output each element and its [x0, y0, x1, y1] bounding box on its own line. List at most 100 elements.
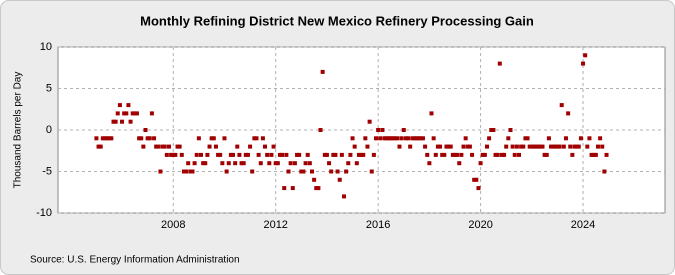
point	[252, 136, 257, 141]
point	[410, 136, 415, 141]
point	[213, 144, 218, 149]
point	[542, 152, 547, 157]
point	[243, 152, 248, 157]
point	[260, 136, 265, 141]
point	[233, 161, 238, 166]
point	[324, 152, 329, 157]
point	[474, 177, 479, 182]
point	[162, 144, 167, 149]
point	[514, 144, 519, 149]
point	[512, 152, 517, 157]
point	[124, 111, 129, 116]
point	[271, 144, 276, 149]
point	[465, 144, 470, 149]
point	[171, 152, 176, 157]
point	[455, 152, 460, 157]
chart-title: Monthly Refining District New Mexico Ref…	[140, 13, 534, 28]
point	[591, 152, 596, 157]
point	[128, 119, 133, 124]
point	[145, 136, 150, 141]
point	[342, 194, 347, 199]
point	[359, 152, 364, 157]
point	[557, 144, 562, 149]
point	[504, 144, 509, 149]
point	[164, 152, 169, 157]
point	[461, 144, 466, 149]
point	[517, 152, 522, 157]
point	[403, 136, 408, 141]
point	[203, 161, 208, 166]
point	[519, 144, 524, 149]
point	[374, 136, 379, 141]
point	[418, 136, 423, 141]
point	[574, 144, 579, 149]
point	[196, 136, 201, 141]
point	[559, 103, 564, 108]
point	[350, 136, 355, 141]
point	[190, 169, 195, 174]
point	[254, 136, 259, 141]
point	[371, 152, 376, 157]
point	[452, 152, 457, 157]
point	[380, 128, 385, 132]
point	[303, 161, 308, 166]
point	[107, 136, 112, 141]
point	[352, 144, 357, 149]
point	[147, 136, 152, 141]
point	[527, 144, 532, 149]
point	[132, 111, 137, 116]
point	[335, 169, 340, 174]
point	[273, 161, 278, 166]
point	[502, 152, 507, 157]
point	[354, 161, 359, 166]
point	[365, 144, 370, 149]
point	[209, 136, 214, 141]
point	[348, 152, 353, 157]
point	[551, 144, 556, 149]
point	[166, 144, 171, 149]
y-tick-label: 10	[40, 41, 52, 53]
point	[295, 152, 300, 157]
y-tick-label: 0	[46, 124, 52, 136]
point	[563, 136, 568, 141]
point	[587, 136, 592, 141]
point	[491, 128, 496, 132]
point	[143, 128, 148, 132]
point	[484, 144, 489, 149]
point	[224, 169, 229, 174]
point	[544, 152, 549, 157]
point	[184, 169, 189, 174]
point	[472, 177, 477, 182]
point	[102, 136, 107, 141]
point	[431, 136, 436, 141]
point	[600, 144, 605, 149]
point	[495, 152, 500, 157]
point	[487, 136, 492, 141]
point	[265, 152, 270, 157]
point	[399, 136, 404, 141]
point	[467, 144, 472, 149]
x-tick-label: 2008	[161, 219, 185, 231]
point	[427, 161, 432, 166]
point	[489, 128, 494, 132]
point	[113, 119, 118, 124]
point	[100, 136, 105, 141]
source: Source: U.S. Energy Information Administ…	[30, 255, 240, 266]
point	[263, 144, 268, 149]
point	[397, 144, 402, 149]
point	[499, 152, 504, 157]
point	[248, 144, 253, 149]
point	[459, 152, 464, 157]
point	[305, 152, 310, 157]
y-tick-label: -5	[42, 165, 52, 177]
point	[602, 169, 607, 174]
point	[482, 152, 487, 157]
point	[154, 144, 159, 149]
point	[531, 144, 536, 149]
point	[309, 169, 314, 174]
point	[506, 136, 511, 141]
point	[290, 186, 295, 191]
point	[169, 152, 174, 157]
x-tick-label: 2020	[468, 219, 492, 231]
point	[448, 144, 453, 149]
